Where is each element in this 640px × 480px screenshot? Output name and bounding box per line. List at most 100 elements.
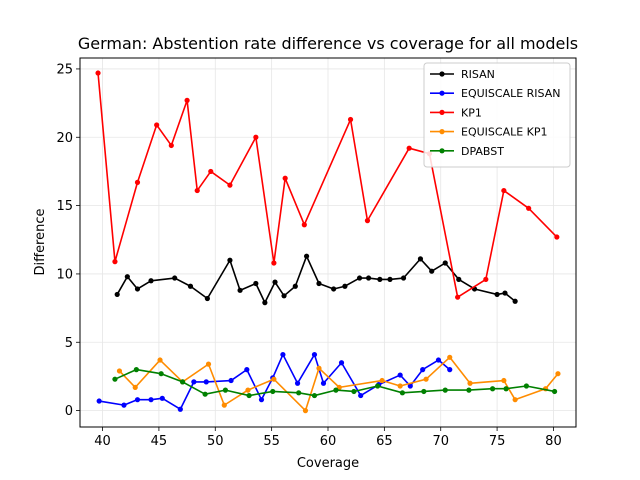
- data-point: [407, 383, 413, 389]
- data-point: [503, 386, 509, 392]
- data-point: [204, 295, 210, 302]
- data-point: [296, 390, 302, 396]
- data-point: [447, 354, 453, 360]
- data-point: [364, 218, 371, 224]
- data-point: [375, 383, 381, 389]
- data-point: [253, 280, 259, 287]
- data-point: [447, 367, 453, 373]
- data-point: [271, 376, 277, 382]
- data-point: [281, 293, 287, 299]
- legend-label: EQUISCALE RISAN: [461, 87, 561, 100]
- data-point: [205, 361, 212, 367]
- x-tick-label: 45: [151, 434, 168, 449]
- legend-entry: DPABST: [430, 145, 504, 158]
- data-point: [421, 388, 427, 395]
- y-tick-label: 25: [56, 62, 73, 77]
- data-point: [244, 367, 250, 373]
- data-point: [442, 387, 448, 393]
- data-point: [124, 274, 130, 280]
- data-point: [302, 408, 309, 414]
- legend-marker: [439, 148, 445, 154]
- data-point: [554, 234, 560, 240]
- legend-marker: [439, 71, 445, 77]
- y-tick-label: 20: [56, 131, 73, 146]
- ticks: 40 45 50 55 60 65 70 75 80 0 5 10 15 20 25: [56, 62, 561, 449]
- data-point: [406, 145, 412, 151]
- data-point: [333, 387, 339, 393]
- data-point: [467, 380, 473, 386]
- data-point: [455, 294, 461, 300]
- data-point: [456, 276, 462, 282]
- data-point: [316, 280, 322, 287]
- data-point: [342, 283, 348, 289]
- data-point: [203, 379, 209, 385]
- data-point: [420, 367, 426, 373]
- data-point: [227, 257, 233, 263]
- series-group: [95, 70, 561, 414]
- data-point: [512, 298, 518, 304]
- series-line: [97, 72, 558, 298]
- legend-label: EQUISCALE KP1: [461, 126, 548, 139]
- data-point: [501, 187, 507, 194]
- data-point: [112, 259, 118, 265]
- data-point: [184, 97, 190, 103]
- data-point: [272, 279, 278, 285]
- series-equiscale-risan: [96, 351, 453, 412]
- data-point: [133, 367, 139, 373]
- data-point: [397, 383, 403, 389]
- data-point: [282, 175, 288, 181]
- data-point: [116, 368, 123, 374]
- data-point: [292, 283, 298, 289]
- data-point: [208, 168, 214, 175]
- legend-entry: KP1: [430, 106, 482, 119]
- data-point: [555, 371, 561, 377]
- legend-marker: [439, 129, 445, 135]
- data-point: [347, 116, 354, 123]
- x-tick-label: 60: [320, 434, 337, 449]
- data-point: [194, 187, 200, 194]
- series-dpabst: [112, 367, 558, 399]
- y-axis-label: Difference: [33, 208, 48, 275]
- legend-marker: [439, 90, 445, 96]
- data-point: [551, 388, 558, 395]
- data-point: [294, 380, 301, 386]
- data-point: [399, 390, 405, 396]
- legend-marker: [439, 109, 445, 115]
- data-point: [356, 275, 363, 281]
- data-point: [134, 286, 141, 292]
- data-point: [351, 388, 357, 395]
- data-point: [157, 357, 163, 363]
- data-point: [114, 291, 120, 298]
- legend-entry: EQUISCALE KP1: [430, 126, 548, 139]
- data-point: [301, 222, 307, 228]
- series-line: [118, 356, 559, 412]
- data-point: [228, 377, 234, 384]
- x-tick-label: 40: [94, 434, 111, 449]
- data-point: [442, 260, 448, 266]
- data-point: [95, 70, 101, 76]
- legend-label: DPABST: [461, 145, 504, 158]
- data-point: [316, 365, 322, 371]
- data-point: [221, 402, 227, 408]
- y-tick-label: 0: [65, 404, 73, 419]
- data-point: [512, 397, 518, 403]
- x-tick-label: 65: [376, 434, 393, 449]
- data-point: [262, 300, 268, 306]
- data-point: [494, 291, 500, 298]
- data-point: [435, 357, 442, 363]
- x-tick-label: 75: [489, 434, 506, 449]
- series-equiscale-kp1: [116, 354, 561, 414]
- data-point: [526, 205, 532, 211]
- data-point: [253, 134, 259, 140]
- data-point: [227, 182, 233, 188]
- data-point: [338, 360, 345, 366]
- data-point: [303, 253, 310, 259]
- data-point: [466, 387, 472, 393]
- data-point: [320, 380, 327, 386]
- legend: RISAN EQUISCALE RISAN KP1 EQUISCALE KP1 DPAB…: [423, 62, 571, 168]
- legend-label: RISAN: [461, 68, 495, 81]
- series-risan: [114, 253, 518, 306]
- data-point: [271, 260, 277, 266]
- data-point: [523, 383, 530, 389]
- data-point: [502, 290, 508, 296]
